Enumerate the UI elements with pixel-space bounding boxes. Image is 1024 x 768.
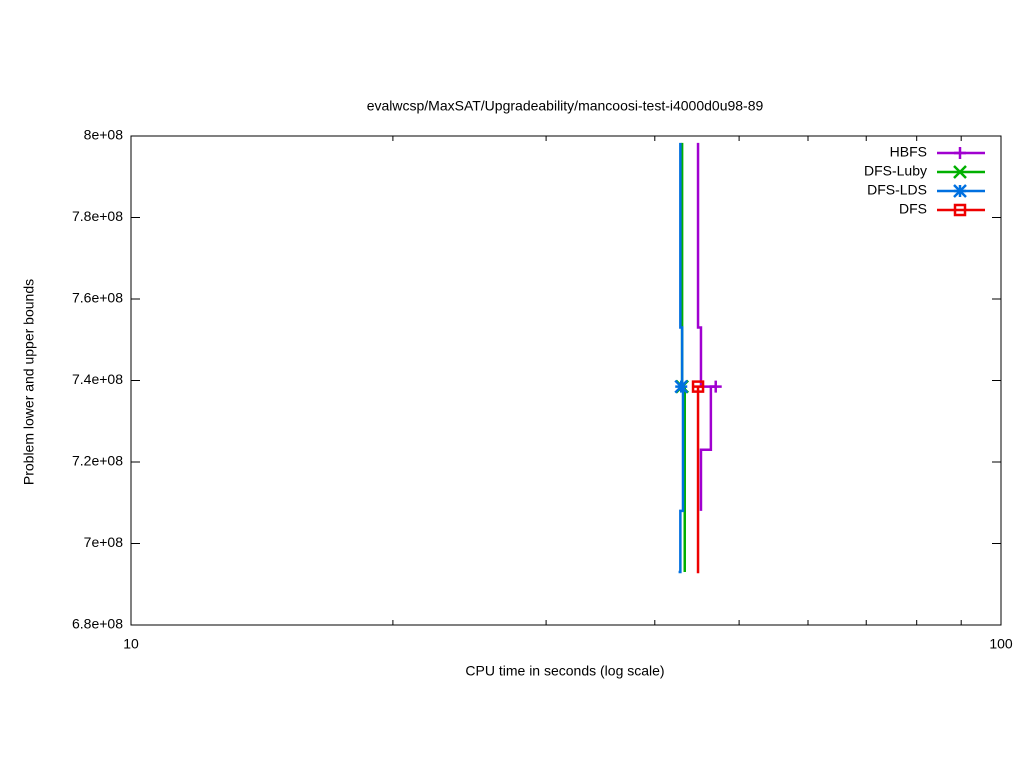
marker-part (674, 379, 689, 394)
legend-label: DFS (899, 201, 927, 217)
y-tick-label: 7.8e+08 (72, 208, 123, 224)
legend-label: DFS-LDS (867, 182, 927, 198)
marker-part (691, 380, 705, 393)
bound-line (678, 386, 685, 574)
y-tick-label: 7.4e+08 (72, 371, 123, 387)
x-tick-label: 100 (989, 636, 1013, 652)
marker (674, 379, 689, 394)
marker (709, 380, 722, 393)
marker (953, 165, 967, 179)
y-tick-label: 6.8e+08 (72, 616, 123, 632)
y-tick-label: 8e+08 (84, 127, 124, 143)
bound-line (696, 142, 716, 388)
marker (953, 184, 967, 198)
marker-part (953, 184, 967, 198)
marker-part (953, 203, 967, 217)
x-axis-label: CPU time in seconds (log scale) (465, 663, 664, 679)
x-tick-label: 10 (123, 636, 139, 652)
legend-label: HBFS (890, 144, 927, 160)
bound-line (679, 142, 684, 387)
marker (953, 203, 967, 217)
y-axis-label: Problem lower and upper bounds (21, 279, 37, 485)
y-tick-label: 7e+08 (84, 534, 124, 550)
marker (954, 147, 966, 159)
bound-line (696, 386, 700, 574)
chart-title: evalwcsp/MaxSAT/Upgradeability/mancoosi-… (367, 98, 764, 114)
marker-part (953, 165, 967, 179)
marker (691, 380, 705, 393)
legend-label: DFS-Luby (864, 163, 927, 179)
y-tick-label: 7.6e+08 (72, 290, 123, 306)
y-tick-label: 7.2e+08 (72, 453, 123, 469)
